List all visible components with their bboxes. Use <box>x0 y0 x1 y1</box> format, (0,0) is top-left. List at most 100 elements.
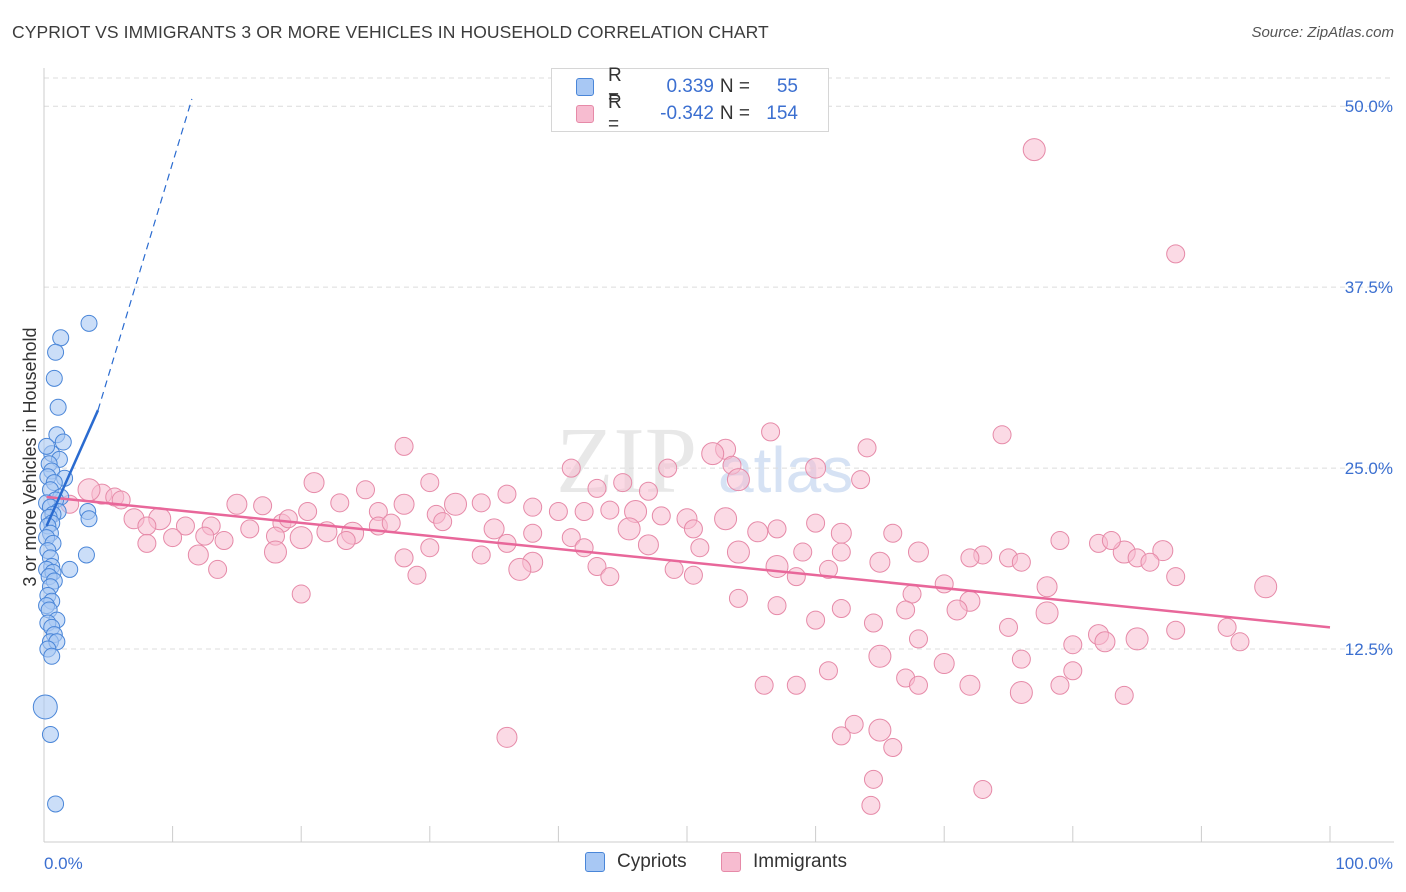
immigrant-point <box>701 442 725 466</box>
immigrant-point <box>1009 680 1033 704</box>
immigrant-point <box>195 526 215 546</box>
immigrant-point <box>163 528 183 548</box>
immigrant-point <box>1035 601 1059 625</box>
immigrant-point <box>818 661 838 681</box>
immigrant-point <box>617 517 641 541</box>
immigrant-point <box>959 674 981 696</box>
immigrant-point <box>960 548 980 568</box>
cypriots-trendline <box>45 409 100 527</box>
cypriot-point <box>32 694 58 720</box>
immigrant-point <box>664 559 684 579</box>
immigrant-point <box>291 584 311 604</box>
y-tick-label: 50.0% <box>1345 97 1393 116</box>
immigrant-point <box>767 519 787 539</box>
immigrant-point <box>683 519 703 539</box>
immigrant-point <box>638 481 658 501</box>
immigrant-point <box>433 512 453 532</box>
immigrant-point <box>1063 661 1083 681</box>
cypriot-point <box>38 437 56 455</box>
immigrant-point <box>226 493 248 515</box>
immigrant-point <box>907 541 929 563</box>
cypriot-point <box>49 398 67 416</box>
watermark: ZIP atlas <box>556 409 853 513</box>
immigrant-point <box>908 629 928 649</box>
source-label: Source: ZipAtlas.com <box>1251 24 1394 41</box>
legend-item-immigrants: Immigrants <box>721 851 847 873</box>
immigrant-point <box>587 557 607 577</box>
immigrant-point <box>830 522 852 544</box>
cypriot-point <box>41 725 59 743</box>
immigrant-point <box>214 530 234 550</box>
immigrant-point <box>497 484 517 504</box>
y-tick-label: 12.5% <box>1345 640 1393 659</box>
immigrant-point <box>857 438 877 458</box>
immigrant-point <box>508 557 532 581</box>
immigrant-point <box>208 559 228 579</box>
immigrant-point <box>407 565 427 585</box>
cypriots-r-value: 0.339 <box>666 76 714 97</box>
n-label: N = <box>719 103 750 124</box>
cypriots-points <box>32 314 98 813</box>
immigrant-point <box>726 468 750 492</box>
cypriot-point <box>47 343 65 361</box>
immigrant-point <box>1254 575 1278 599</box>
immigrants-trendline <box>46 495 1331 629</box>
immigrant-point <box>1166 244 1186 264</box>
immigrant-point <box>761 422 781 442</box>
immigrant-point <box>933 653 955 675</box>
immigrant-point <box>420 473 440 493</box>
immigrant-point <box>394 548 414 568</box>
immigrant-point <box>883 737 903 757</box>
legend-row-cypriots: R = 0.339 N = 55 <box>576 65 798 108</box>
immigrant-point <box>77 478 101 502</box>
immigrant-point <box>548 502 568 522</box>
immigrant-point <box>137 516 157 536</box>
immigrant-point <box>240 519 260 539</box>
immigrant-point <box>831 599 851 619</box>
immigrant-point <box>747 521 769 543</box>
immigrant-point <box>637 534 659 556</box>
immigrant-point <box>728 588 748 608</box>
immigrant-point <box>253 496 273 516</box>
immigrant-point <box>714 507 738 531</box>
immigrant-point <box>851 470 871 490</box>
immigrants-n-value: 154 <box>766 103 798 124</box>
immigrant-point <box>861 795 881 815</box>
immigrant-point <box>863 769 883 789</box>
immigrant-point <box>973 779 993 799</box>
immigrant-point <box>496 726 518 748</box>
legend-row-immigrants: R = -0.342 N = 154 <box>576 92 798 135</box>
cypriot-point <box>47 795 65 813</box>
cypriot-point <box>54 433 72 451</box>
n-label: N = <box>719 76 750 97</box>
x-tick-label-max: 100.0% <box>1335 854 1393 873</box>
grid-lines <box>44 77 1394 650</box>
y-tick-labels: 12.5% 25.0% 37.5% 50.0% <box>1345 97 1393 659</box>
correlation-legend: R = 0.339 N = 55 R = -0.342 N = 154 <box>551 65 829 135</box>
immigrant-point <box>1011 649 1031 669</box>
immigrant-point <box>356 480 375 500</box>
immigrant-point <box>658 458 678 478</box>
immigrant-point <box>1011 552 1031 572</box>
immigrant-point <box>683 565 703 585</box>
cypriot-point <box>43 647 61 665</box>
y-tick-label: 25.0% <box>1345 459 1393 478</box>
immigrant-point <box>902 584 922 604</box>
immigrant-point <box>806 610 826 630</box>
immigrant-point <box>561 528 581 548</box>
trend-lines <box>45 98 1331 629</box>
immigrant-point <box>471 493 491 513</box>
immigrant-point <box>1166 620 1186 640</box>
chart-title: CYPRIOT VS IMMIGRANTS 3 OR MORE VEHICLES… <box>12 22 769 42</box>
immigrant-point <box>600 500 620 520</box>
cypriots-legend-label: Cypriots <box>617 851 687 872</box>
immigrant-point <box>444 492 468 516</box>
y-tick-label: 37.5% <box>1345 278 1393 297</box>
immigrant-point <box>587 478 607 498</box>
immigrant-point <box>1036 576 1058 598</box>
immigrant-point <box>869 551 891 573</box>
immigrant-point <box>992 425 1012 445</box>
immigrant-point <box>561 458 581 478</box>
immigrant-point <box>1063 635 1083 655</box>
immigrant-point <box>1050 530 1070 550</box>
